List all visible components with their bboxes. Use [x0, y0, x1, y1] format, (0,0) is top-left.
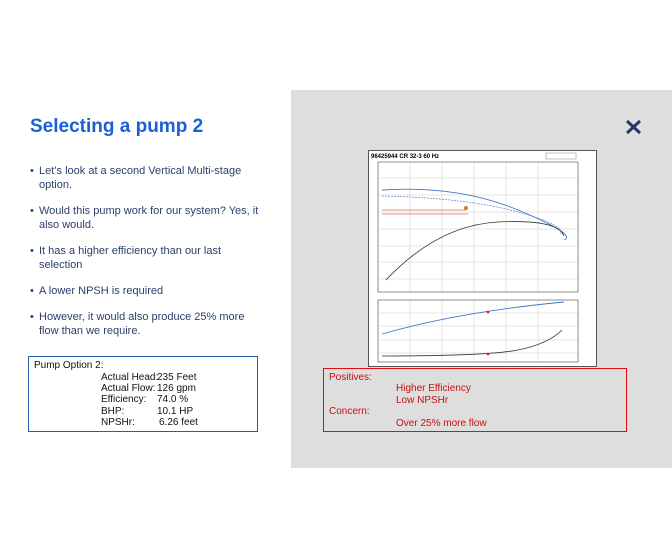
- spec-label: Actual Flow:: [101, 383, 156, 394]
- spec-label: NPSHr:: [101, 417, 135, 428]
- box-heading: Pump Option 2:: [34, 360, 104, 371]
- bullet: A lower NPSH is required: [30, 284, 265, 298]
- pump-option-box: Pump Option 2: Actual Head: 235 Feet Actu…: [28, 356, 258, 432]
- positive-item: Higher Efficiency: [396, 383, 471, 394]
- concern-heading: Concern:: [329, 406, 370, 417]
- bullet: Would this pump work for our system? Yes…: [30, 204, 265, 232]
- bullet-list: Let’s look at a second Vertical Multi-st…: [30, 164, 265, 350]
- spec-row: Actual Head: 235 Feet: [101, 372, 196, 383]
- positive-item: Low NPSHr: [396, 395, 449, 406]
- bullet: Let’s look at a second Vertical Multi-st…: [30, 164, 265, 192]
- spec-value: 74.0 %: [157, 394, 189, 405]
- logo: [625, 119, 642, 135]
- spec-value: 10.1 HP: [157, 406, 194, 417]
- spec-row: BHP: 10.1 HP: [101, 406, 193, 417]
- slide-title: Selecting a pump 2: [30, 116, 204, 137]
- concern-item: Over 25% more flow: [396, 418, 487, 429]
- spec-label: Efficiency:: [101, 394, 147, 405]
- positives-heading: Positives:: [329, 372, 372, 383]
- notes-box: Positives: Higher Efficiency Low NPSHr C…: [323, 368, 627, 432]
- spec-value: 235 Feet: [157, 372, 197, 383]
- spec-row: Actual Flow: 126 gpm: [101, 383, 196, 394]
- spec-row: Efficiency: 74.0 %: [101, 394, 188, 405]
- bullet: However, it would also produce 25% more …: [30, 310, 265, 338]
- spec-label: BHP:: [101, 406, 125, 417]
- spec-row: NPSHr: 6.26 feet: [101, 417, 198, 428]
- pump-curve-image: 96425944 CR 32-3 60 Hz: [368, 150, 597, 367]
- spec-value: 126 gpm: [157, 383, 196, 394]
- chart-image-title: 96425944 CR 32-3 60 Hz: [371, 154, 439, 160]
- bullet: It has a higher efficiency than our last…: [30, 244, 265, 272]
- spec-label: Actual Head:: [101, 372, 159, 383]
- spec-value: 6.26 feet: [159, 417, 198, 428]
